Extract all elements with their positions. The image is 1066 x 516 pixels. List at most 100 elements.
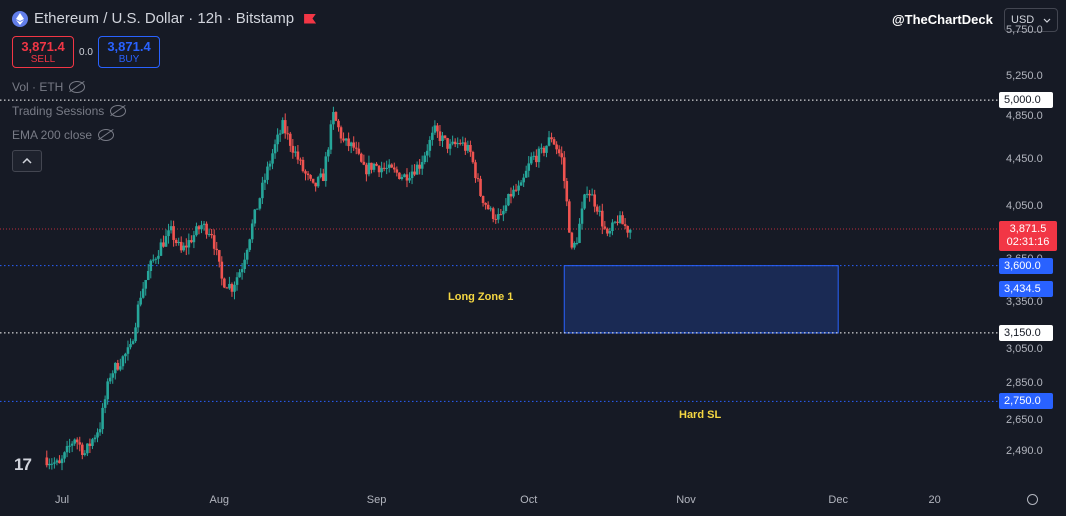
candle-body (162, 242, 165, 247)
candle-body (474, 162, 477, 179)
candle-body (545, 145, 548, 153)
candle-body (547, 137, 551, 146)
candle-body (212, 235, 216, 249)
candle-body (489, 208, 492, 210)
candle-body (575, 242, 579, 244)
candle-body (339, 127, 343, 139)
indicator-ema[interactable]: EMA 200 close (12, 128, 115, 142)
candle-body (458, 143, 462, 145)
eye-off-icon[interactable] (110, 105, 127, 117)
price-level-tag[interactable]: 5,000.0 (999, 92, 1053, 109)
candle-body (207, 233, 211, 235)
candle-body (542, 147, 546, 153)
candle-body (380, 167, 383, 173)
candle-body (451, 141, 454, 144)
tradingview-logo[interactable]: 17 (14, 455, 32, 474)
candle-body (580, 208, 584, 224)
candle-body (314, 182, 317, 187)
candle-body (223, 278, 226, 288)
candle-body (329, 124, 333, 150)
candle-body (167, 230, 170, 237)
x-tick-label: Oct (520, 494, 538, 506)
sell-price: 3,871.4 (21, 39, 65, 54)
gear-icon[interactable] (1027, 494, 1038, 505)
candle-body (499, 214, 503, 216)
candle-body (63, 452, 66, 459)
candle-body (593, 194, 596, 207)
x-tick-label: 20 (928, 494, 941, 506)
candle-body (202, 223, 206, 226)
candle-body (540, 147, 543, 149)
candle-body (570, 232, 574, 248)
y-tick-label: 3,050.0 (1006, 343, 1043, 356)
candle-body (88, 443, 92, 446)
candle-body (494, 218, 498, 220)
price-level-tag[interactable]: 3,434.5 (999, 281, 1053, 298)
candle-body (405, 174, 409, 181)
price-level-tag[interactable]: 3,600.0 (999, 257, 1053, 274)
sell-button[interactable]: 3,871.4 SELL (12, 36, 74, 68)
last-price-value: 3,871.5 (1009, 223, 1047, 236)
candle-body (296, 151, 300, 160)
candle-body (410, 171, 414, 179)
candle-body (86, 443, 89, 454)
y-tick-label: 2,490.0 (1006, 445, 1043, 458)
candle-body (119, 366, 122, 370)
candle-body (243, 259, 246, 270)
candle-body (436, 125, 439, 132)
price-level-tag[interactable]: 2,750.0 (999, 393, 1053, 410)
candle-body (400, 177, 404, 179)
candle-body (626, 225, 629, 233)
candle-body (65, 446, 69, 453)
eye-off-icon[interactable] (98, 129, 115, 141)
candle-body (70, 443, 74, 446)
candle-body (562, 157, 566, 182)
candle-body (382, 167, 386, 169)
candle-body (152, 259, 155, 261)
candle-body (438, 131, 442, 141)
indicator-trading-sessions[interactable]: Trading Sessions (12, 104, 127, 118)
candle-body (311, 178, 315, 183)
candle-body (220, 261, 224, 279)
candle-body (106, 381, 109, 400)
candle-body (182, 245, 186, 251)
candle-body (78, 442, 82, 445)
symbol-title[interactable]: Ethereum / U.S. Dollar · 12h · Bitstamp (34, 10, 295, 27)
candle-body (332, 112, 335, 125)
candle-body (83, 453, 87, 455)
candle-body (253, 209, 257, 224)
candle-body (433, 125, 437, 133)
indicator-volume[interactable]: Vol · ETH (12, 80, 86, 94)
candle-body (496, 214, 500, 220)
candle-body (278, 133, 282, 135)
candle-body (403, 174, 406, 178)
candle-body (413, 171, 416, 175)
candle-body (390, 164, 394, 168)
price-level-tag[interactable]: 3,150.0 (999, 324, 1053, 341)
candle-body (512, 189, 515, 197)
currency-select[interactable]: USD (1004, 8, 1058, 32)
buy-price: 3,871.4 (107, 39, 151, 54)
candle-body (600, 210, 604, 227)
eye-off-icon[interactable] (69, 81, 86, 93)
candle-body (395, 169, 399, 173)
candle-body (281, 120, 284, 134)
candle-body (301, 159, 305, 172)
candle-body (342, 138, 345, 141)
candle-body (276, 134, 279, 145)
collapse-indicators-button[interactable] (12, 150, 42, 172)
price-chart[interactable] (0, 0, 998, 487)
flag-icon[interactable] (304, 13, 317, 24)
candle-body (565, 181, 569, 202)
candle-body (306, 173, 310, 176)
candle-body (304, 171, 307, 174)
candle-body (352, 142, 356, 148)
buy-button[interactable]: 3,871.4 BUY (98, 36, 160, 68)
candle-body (184, 245, 188, 248)
indicator-label: Trading Sessions (12, 104, 105, 118)
candle-body (428, 139, 432, 151)
candle-body (131, 341, 135, 345)
bar-countdown: 02:31:16 (1006, 236, 1050, 249)
candle-body (509, 193, 513, 197)
candle-body (466, 144, 470, 151)
